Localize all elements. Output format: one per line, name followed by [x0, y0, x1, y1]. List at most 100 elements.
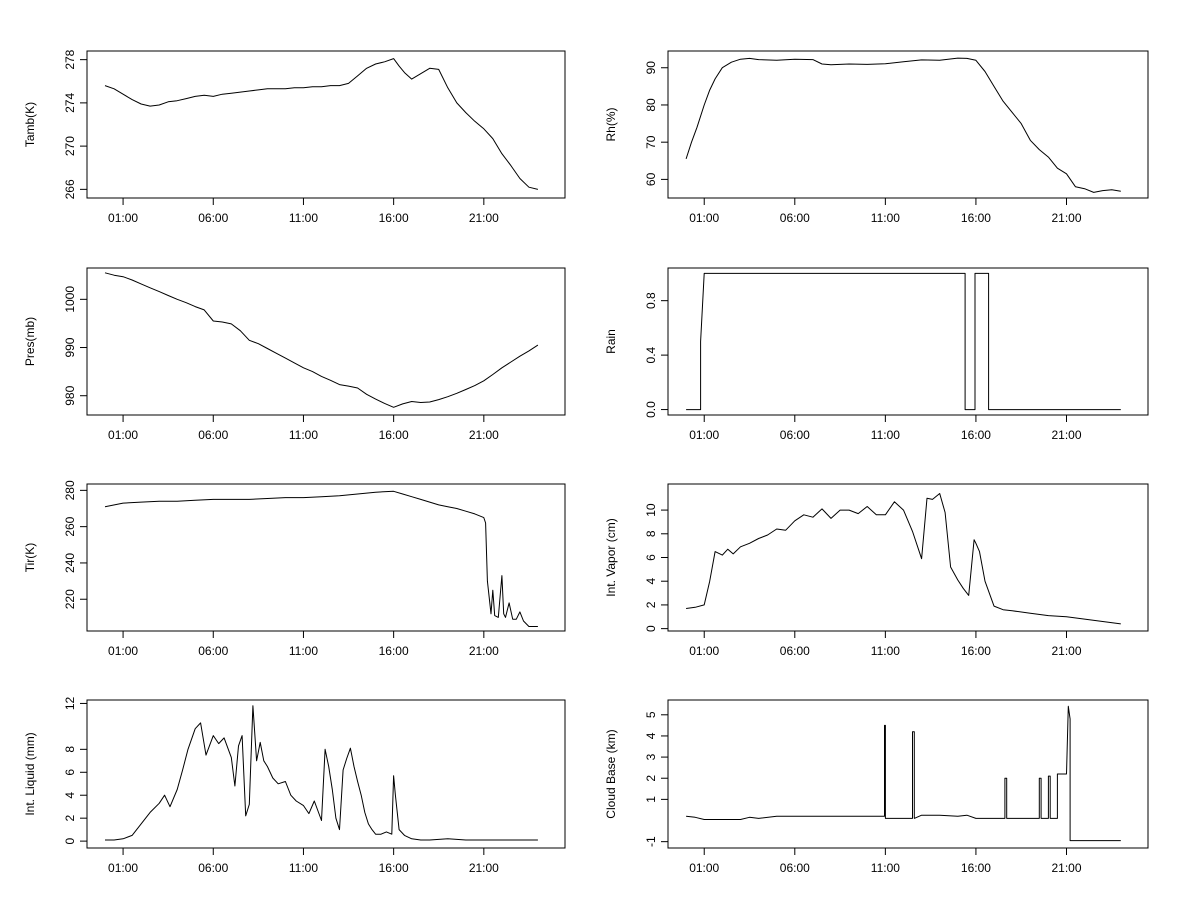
y-tick-label: 270	[63, 136, 77, 156]
x-tick-label: 06:00	[198, 428, 228, 442]
y-tick-label: 4	[63, 792, 77, 799]
series-line-1	[105, 705, 538, 841]
plot-frame	[667, 267, 1149, 416]
y-tick-label: -1	[644, 836, 658, 847]
x-tick-label: 11:00	[289, 861, 318, 875]
x-tick-label: 11:00	[289, 211, 318, 225]
y-tick-label: 1000	[63, 286, 77, 313]
x-tick-label: 21:00	[1051, 644, 1081, 658]
x-tick-label: 21:00	[1051, 861, 1081, 875]
y-tick-label: 2	[644, 775, 658, 782]
y-axis-label: Rain	[604, 329, 618, 354]
x-tick-label: 11:00	[289, 428, 318, 442]
x-tick-label: 01:00	[689, 211, 719, 225]
y-tick-label: 980	[63, 385, 77, 405]
y-tick-label: 8	[63, 746, 77, 753]
y-tick-label: 0	[644, 625, 658, 632]
y-tick-label: 4	[644, 578, 658, 585]
chart-panel-6: 01:00 06:00 11:00 16:00 21:00 0 2 4 6 8 10 Int. Vap…	[604, 483, 1149, 658]
y-tick-label: 6	[63, 769, 77, 776]
y-tick-label: 6	[644, 554, 658, 561]
series-line-1	[685, 57, 1121, 193]
x-tick-label: 21:00	[1051, 428, 1081, 442]
x-tick-label: 21:00	[469, 644, 499, 658]
x-tick-label: 16:00	[961, 211, 991, 225]
x-tick-label: 06:00	[198, 211, 228, 225]
y-tick-label: 220	[63, 589, 77, 609]
x-tick-label: 01:00	[108, 211, 138, 225]
y-tick-label: 60	[644, 172, 658, 186]
chart-panel-1: 01:00 06:00 11:00 16:00 21:00 266 270 274 278 Tam…	[23, 49, 566, 225]
y-axis-label: Pres(mb)	[23, 317, 37, 366]
x-tick-label: 11:00	[871, 861, 900, 875]
plot-frame	[86, 50, 566, 199]
plot-frame	[86, 699, 566, 849]
y-axis-label: Int. Vapor (cm)	[604, 518, 618, 596]
x-tick-label: 16:00	[961, 428, 991, 442]
y-axis-label: Int. Liquid (mm)	[23, 732, 37, 815]
y-axis-label: Cloud Base (km)	[604, 729, 618, 818]
chart-panel-8: 01:00 06:00 11:00 16:00 21:00 -1 1 2 3 4 5 Cloud Ba…	[604, 699, 1149, 875]
y-axis-label: Tamb(K)	[23, 102, 37, 147]
x-tick-label: 21:00	[1051, 211, 1081, 225]
series-line-1	[104, 272, 539, 408]
x-tick-label: 16:00	[379, 211, 409, 225]
x-tick-label: 16:00	[379, 428, 409, 442]
x-tick-label: 06:00	[780, 428, 810, 442]
y-tick-label: 5	[644, 711, 658, 718]
y-tick-label: 70	[644, 135, 658, 149]
chart-panel-4: 01:00 06:00 11:00 16:00 21:00 0.0 0.4 0.8 Rain	[604, 267, 1149, 442]
x-tick-label: 21:00	[469, 428, 499, 442]
series-line-1	[104, 490, 538, 627]
y-tick-label: 274	[63, 93, 77, 113]
y-tick-label: 280	[63, 480, 77, 500]
series-line-1	[686, 493, 1121, 625]
x-tick-label: 06:00	[780, 211, 810, 225]
x-tick-label: 16:00	[379, 861, 409, 875]
series-line-1	[686, 272, 1121, 411]
y-tick-label: 10	[644, 503, 658, 517]
y-tick-label: 240	[63, 553, 77, 573]
x-tick-label: 16:00	[379, 644, 409, 658]
y-tick-label: 0.8	[644, 292, 658, 309]
y-tick-label: 266	[63, 179, 77, 199]
y-tick-label: 0.4	[644, 346, 658, 363]
x-tick-label: 11:00	[871, 644, 900, 658]
y-tick-label: 90	[644, 61, 658, 75]
y-tick-label: 80	[644, 98, 658, 112]
x-tick-label: 06:00	[198, 861, 228, 875]
x-tick-label: 11:00	[871, 211, 900, 225]
y-tick-label: 990	[63, 337, 77, 357]
y-tick-label: 0.0	[644, 401, 658, 418]
y-axis-label: Rh(%)	[604, 107, 618, 141]
x-tick-label: 01:00	[108, 644, 138, 658]
x-tick-label: 01:00	[689, 861, 719, 875]
x-tick-label: 06:00	[198, 644, 228, 658]
y-tick-label: 260	[63, 516, 77, 536]
x-tick-label: 01:00	[108, 428, 138, 442]
x-tick-label: 16:00	[961, 861, 991, 875]
x-tick-label: 11:00	[871, 428, 900, 442]
plot-frame	[667, 50, 1149, 199]
plot-frame	[86, 267, 566, 416]
x-tick-label: 11:00	[289, 644, 318, 658]
x-tick-label: 01:00	[689, 428, 719, 442]
series-line-1	[104, 58, 539, 190]
y-tick-label: 3	[644, 753, 658, 760]
x-tick-label: 21:00	[469, 211, 499, 225]
plot-frame	[667, 699, 1149, 849]
chart-panel-5: 01:00 06:00 11:00 16:00 21:00 220 240 260 280 Tir…	[23, 480, 566, 658]
plot-frame	[86, 483, 566, 632]
x-tick-label: 01:00	[689, 644, 719, 658]
chart-panel-3: 01:00 06:00 11:00 16:00 21:00 980 990 1000 Pres(…	[23, 267, 566, 442]
y-tick-label: 1	[644, 796, 658, 803]
y-tick-label: 2	[63, 815, 77, 822]
x-tick-label: 06:00	[780, 644, 810, 658]
x-tick-label: 21:00	[469, 861, 499, 875]
chart-panel-7: 01:00 06:00 11:00 16:00 21:00 0 2 4 6 8 12 Int. Liq…	[23, 696, 566, 875]
y-tick-label: 4	[644, 732, 658, 739]
series-line-1	[686, 705, 1121, 842]
x-tick-label: 01:00	[108, 861, 138, 875]
y-tick-label: 2	[644, 601, 658, 608]
